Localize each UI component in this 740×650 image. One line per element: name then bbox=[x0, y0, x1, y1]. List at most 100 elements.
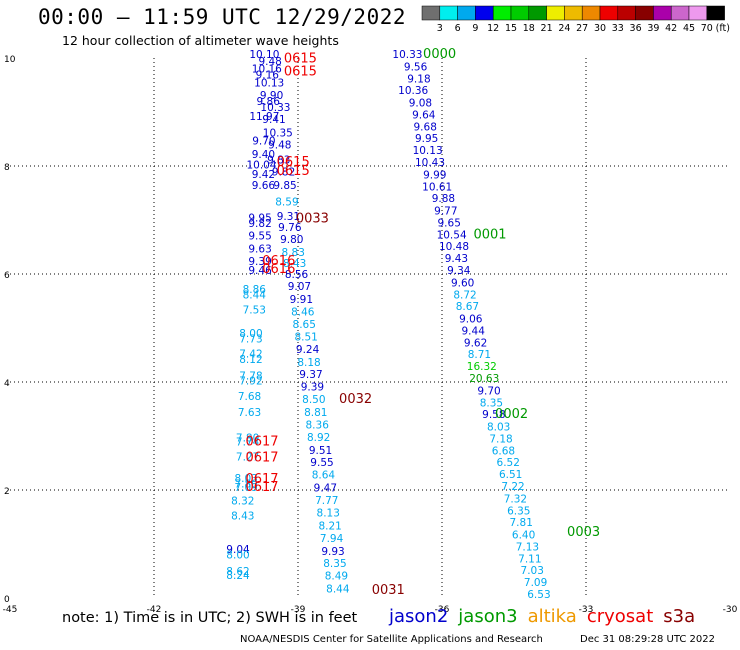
wave-height-point: 8.62 bbox=[226, 566, 249, 578]
x-tick-label: -45 bbox=[3, 605, 18, 615]
wave-height-point: 8.92 bbox=[307, 432, 330, 444]
wave-height-point: 7.80 bbox=[236, 432, 259, 444]
colorbar-swatch bbox=[599, 5, 619, 21]
wave-height-point: 8.56 bbox=[285, 269, 309, 281]
wave-height-point: 9.80 bbox=[280, 234, 303, 246]
colorbar-tick-label: 45 bbox=[683, 23, 695, 34]
wave-height-point: 10.35 bbox=[263, 127, 293, 139]
satellite-legend-jason2: jason2 bbox=[389, 606, 449, 627]
wave-height-point: 9.06 bbox=[459, 314, 483, 326]
wave-height-point: 9.62 bbox=[464, 337, 487, 349]
wave-height-point: 9.99 bbox=[423, 169, 446, 181]
wave-height-point: 9.68 bbox=[414, 121, 437, 133]
wave-height-point: 9.08 bbox=[409, 98, 432, 110]
wave-height-point: 8.51 bbox=[294, 331, 317, 343]
wave-height-point: 8.86 bbox=[243, 284, 267, 296]
colorbar-swatch bbox=[421, 5, 441, 21]
wave-height-point: 6.40 bbox=[512, 530, 535, 542]
wave-height-point: 7.32 bbox=[504, 493, 527, 505]
colorbar-tick-label: 9 bbox=[472, 23, 478, 34]
wave-height-point: 8.59 bbox=[275, 196, 298, 208]
track-time-label: 0615 bbox=[277, 164, 310, 179]
x-tick-label: -33 bbox=[579, 605, 594, 615]
x-tick-label: -42 bbox=[147, 605, 162, 615]
y-tick-label: 8 bbox=[4, 163, 10, 173]
wave-height-point: 20.63 bbox=[469, 373, 499, 385]
colorbar-swatch bbox=[635, 5, 654, 21]
colorbar-tick-label: 27 bbox=[576, 23, 588, 34]
colorbar-tick-label: 36 bbox=[630, 23, 642, 34]
satellite-legend: jason2 jason3 altika cryosat s3a bbox=[389, 606, 705, 627]
wave-height-point: 10.33 bbox=[260, 102, 290, 114]
wave-height-point: 9.07 bbox=[288, 281, 311, 293]
footer-timestamp: Dec 31 08:29:28 UTC 2022 bbox=[580, 634, 715, 645]
track-time-label: 0032 bbox=[339, 392, 372, 407]
wave-height-point: 9.95 bbox=[415, 133, 438, 145]
wave-height-point: 9.47 bbox=[314, 483, 337, 495]
track-time-label: 0616 bbox=[262, 254, 295, 269]
wave-height-point: 9.39 bbox=[248, 256, 271, 268]
wave-height-point: 9.41 bbox=[262, 114, 285, 126]
wave-height-point: 8.03 bbox=[487, 422, 510, 434]
wave-height-point: 7.03 bbox=[521, 565, 544, 577]
track-time-label: 0031 bbox=[372, 583, 405, 598]
colorbar-swatch bbox=[510, 5, 530, 21]
colorbar-tick-label: 70 bbox=[701, 23, 713, 34]
wave-height-point: 8.12 bbox=[239, 354, 262, 366]
wave-height-point: 8.18 bbox=[297, 357, 320, 369]
track-time-label: 0000 bbox=[423, 47, 456, 62]
track-time-label: 0615 bbox=[284, 64, 317, 79]
colorbar-swatch bbox=[706, 5, 725, 21]
wave-height-point: 7.92 bbox=[239, 376, 262, 388]
track-time-label: 0001 bbox=[473, 227, 506, 242]
y-tick-label: 0 bbox=[4, 595, 10, 605]
colorbar-tick-label: 12 bbox=[487, 23, 499, 34]
wave-height-point: 9.60 bbox=[451, 277, 474, 289]
wave-height-point: 9.55 bbox=[248, 230, 271, 242]
wave-height-point: 7.11 bbox=[518, 553, 541, 565]
track-time-label: 0033 bbox=[296, 212, 329, 227]
colorbar-tick-label: 15 bbox=[505, 23, 517, 34]
wave-height-point: 9.66 bbox=[252, 180, 276, 192]
wave-height-point: 8.44 bbox=[326, 584, 350, 596]
wave-height-point: 10.13 bbox=[413, 145, 443, 157]
colorbar-tick-label: 3 bbox=[437, 23, 443, 34]
wave-height-point: 8.03 bbox=[234, 473, 257, 485]
wave-height-point: 11.97 bbox=[249, 111, 279, 123]
colorbar-swatch bbox=[581, 5, 601, 21]
wave-height-point: 8.36 bbox=[306, 419, 330, 431]
wave-height-point: 9.83 bbox=[267, 154, 290, 166]
satellite-legend-s3a: s3a bbox=[663, 606, 696, 627]
wave-height-point: 6.35 bbox=[507, 505, 530, 517]
wave-height-point: 9.70 bbox=[477, 385, 500, 397]
wave-height-point: 10.16 bbox=[252, 64, 282, 76]
colorbar-tick-label: 30 bbox=[594, 23, 606, 34]
wave-height-point: 6.53 bbox=[527, 589, 550, 601]
wave-height-point: 7.42 bbox=[239, 349, 262, 361]
wave-height-point: 9.48 bbox=[268, 140, 291, 152]
wave-height-point: 8.32 bbox=[231, 496, 254, 508]
wave-height-point: 9.44 bbox=[462, 325, 486, 337]
wave-height-point: 6.68 bbox=[492, 445, 515, 457]
colorbar-swatch bbox=[457, 5, 476, 21]
colorbar-swatch bbox=[617, 5, 636, 21]
y-tick-label: 6 bbox=[4, 271, 10, 281]
wave-height-point: 9.43 bbox=[445, 253, 468, 265]
wave-height-point: 9.82 bbox=[272, 167, 295, 179]
wave-height-point: 8.72 bbox=[453, 289, 476, 301]
wave-height-point: 7.13 bbox=[516, 541, 539, 553]
wave-height-point: 7.09 bbox=[524, 577, 547, 589]
wave-height-point: 7.68 bbox=[238, 391, 261, 403]
wave-height-point: 9.34 bbox=[447, 265, 471, 277]
colorbar-swatch bbox=[492, 5, 512, 21]
satellite-legend-jason3: jason3 bbox=[458, 606, 518, 627]
wave-height-point: 9.48 bbox=[258, 56, 281, 68]
wave-height-point: 7.78 bbox=[239, 370, 262, 382]
track-time-label: 0617 bbox=[245, 435, 278, 450]
wave-height-point: 8.50 bbox=[302, 394, 325, 406]
x-tick-label: -30 bbox=[723, 605, 738, 615]
colorbar-tick-label: 39 bbox=[647, 23, 659, 34]
wave-height-point: 10.13 bbox=[254, 78, 284, 90]
